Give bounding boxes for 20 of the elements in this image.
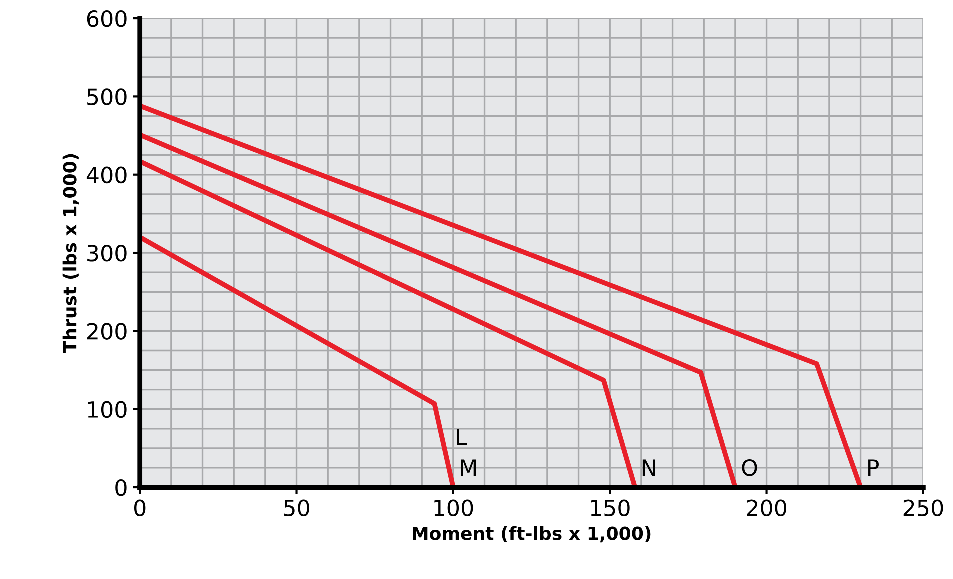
y-tick-label: 600 (87, 10, 127, 28)
y-tick-label: 300 (88, 244, 127, 262)
y-tick-label: 500 (88, 88, 127, 106)
y-axis-title: Thrust (lbs x 1,000) (62, 154, 80, 354)
x-axis-title: Moment (ft-lbs x 1,000) (413, 526, 651, 543)
x-tick-label: 0 (134, 500, 146, 517)
y-tick-label: 200 (87, 323, 127, 340)
annotation: L (457, 429, 468, 446)
x-tick-label: 200 (747, 500, 787, 517)
annotation: P (868, 460, 879, 476)
y-tick-label: 400 (86, 166, 127, 184)
x-tick-label: 50 (284, 500, 310, 517)
x-tick-label: 100 (434, 500, 474, 517)
annotation: O (742, 459, 758, 476)
y-tick-label: 0 (116, 479, 127, 496)
x-tick-label: 150 (591, 500, 630, 517)
y-tick-label: 100 (88, 401, 127, 418)
annotation: M (461, 460, 476, 476)
x-tick-label: 250 (904, 500, 944, 517)
annotation: N (642, 460, 656, 476)
